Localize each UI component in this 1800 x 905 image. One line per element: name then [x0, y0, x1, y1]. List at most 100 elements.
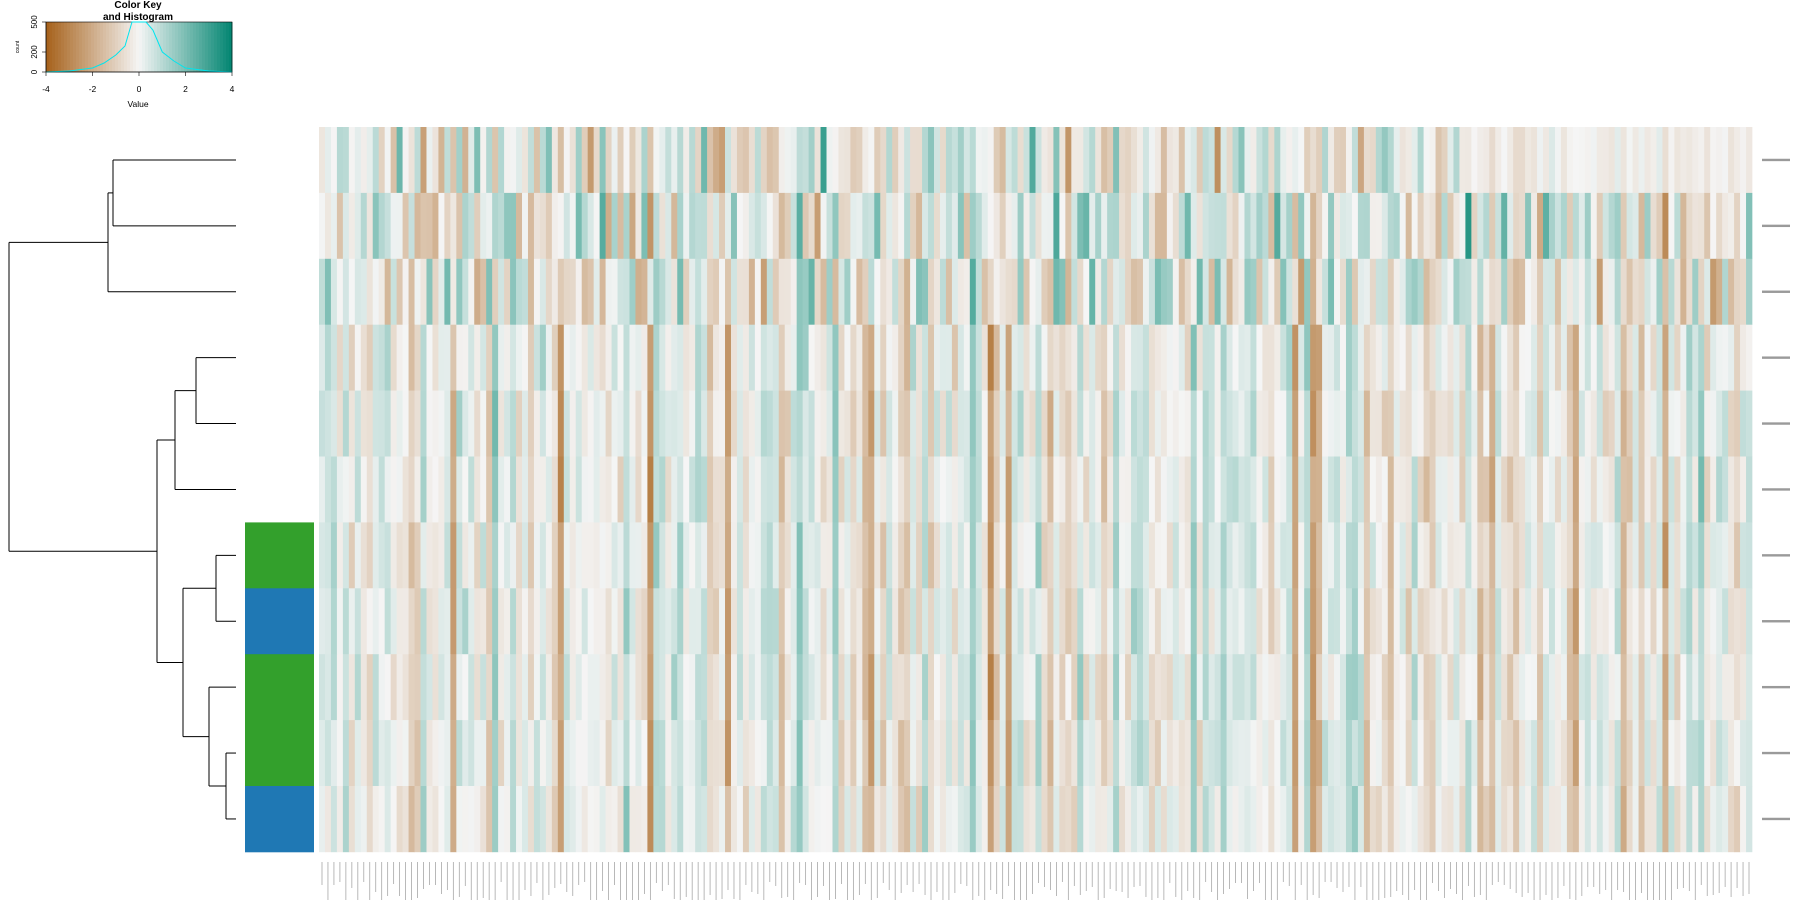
- heatmap-cell: [569, 258, 577, 325]
- heatmap-cell: [1584, 258, 1592, 325]
- heatmap-cell: [683, 720, 690, 787]
- heatmap-cell: [725, 390, 732, 457]
- column-label: [1372, 862, 1374, 903]
- heatmap-cell: [1196, 456, 1204, 523]
- heatmap-cell: [874, 456, 881, 523]
- heatmap-cell: [617, 588, 624, 655]
- heatmap-cell: [384, 390, 391, 457]
- column-label: [655, 862, 657, 883]
- heatmap-cell: [1065, 127, 1072, 194]
- heatmap-cell: [581, 258, 589, 325]
- heatmap-cell: [420, 456, 427, 523]
- heatmap-cell: [1059, 588, 1066, 655]
- heatmap-cell: [934, 522, 941, 589]
- heatmap-cell: [802, 786, 809, 853]
- heatmap-cell: [324, 786, 332, 853]
- heatmap-cell: [1113, 390, 1120, 457]
- heatmap-cell: [1190, 192, 1198, 260]
- heatmap-cell: [1638, 127, 1645, 194]
- heatmap-cell: [725, 720, 732, 787]
- heatmap-cell: [802, 654, 809, 721]
- heatmap-cell: [1608, 324, 1616, 391]
- heatmap-cell: [1644, 258, 1651, 325]
- heatmap-cell: [319, 522, 326, 589]
- heatmap-cell: [647, 192, 654, 260]
- heatmap-cell: [1680, 192, 1687, 260]
- heatmap-cell: [390, 258, 397, 325]
- heatmap-cell: [1357, 786, 1365, 853]
- heatmap-cell: [1029, 654, 1036, 721]
- heatmap-cell: [1220, 786, 1227, 853]
- heatmap-cell: [1041, 258, 1048, 325]
- heatmap-cell: [563, 258, 571, 325]
- heatmap-cell: [617, 786, 624, 853]
- heatmap-cell: [1746, 192, 1753, 260]
- heatmap-cell: [1716, 522, 1723, 589]
- heatmap-cell: [677, 258, 684, 325]
- column-label: [1056, 862, 1057, 896]
- heatmap-cell: [975, 786, 983, 853]
- column-labels: [321, 862, 1750, 905]
- heatmap-cell: [778, 258, 786, 325]
- heatmap-cell: [1507, 522, 1514, 589]
- heatmap-cell: [951, 654, 959, 721]
- heatmap-cell: [1232, 522, 1239, 589]
- heatmap-cell: [1584, 654, 1592, 721]
- heatmap-cell: [1274, 324, 1281, 391]
- heatmap-cell: [1202, 192, 1209, 260]
- heatmap-cell: [1184, 522, 1192, 589]
- heatmap-cell: [474, 654, 481, 721]
- heatmap-cell: [539, 390, 547, 457]
- heatmap-cell: [1668, 456, 1675, 523]
- heatmap-cell: [1507, 127, 1514, 194]
- heatmap-cell: [1668, 522, 1675, 589]
- color-key-xlabel: Value: [127, 99, 148, 109]
- heatmap-cell: [1137, 654, 1144, 721]
- heatmap-cell: [1459, 654, 1466, 721]
- heatmap-cell: [1113, 720, 1120, 787]
- heatmap-cell: [892, 390, 899, 457]
- heatmap-cell: [736, 456, 744, 523]
- heatmap-cell: [1656, 127, 1663, 194]
- heatmap-cell: [1059, 720, 1066, 787]
- heatmap-cell: [1746, 127, 1753, 194]
- column-label: [518, 862, 520, 902]
- heatmap-cell: [1560, 786, 1568, 853]
- heatmap-cell: [922, 654, 929, 721]
- heatmap-cell: [504, 390, 511, 457]
- heatmap-cell: [390, 654, 397, 721]
- heatmap-cell: [1644, 390, 1651, 457]
- heatmap-cell: [1304, 192, 1311, 260]
- heatmap-cell: [342, 720, 350, 787]
- heatmap-cell: [1716, 720, 1723, 787]
- heatmap-cell: [450, 390, 457, 457]
- heatmap-cell: [790, 720, 798, 787]
- heatmap-cell: [999, 390, 1006, 457]
- heatmap-cell: [1238, 720, 1245, 787]
- heatmap-cell: [1005, 456, 1012, 523]
- heatmap-cell: [1340, 720, 1347, 787]
- heatmap-cell: [1238, 588, 1245, 655]
- heatmap-cell: [832, 390, 839, 457]
- heatmap-cell: [1698, 522, 1705, 589]
- column-label: [584, 862, 586, 882]
- heatmap-cell: [963, 456, 971, 523]
- heatmap-cell: [342, 588, 350, 655]
- heatmap-cell: [324, 258, 332, 325]
- heatmap-cell: [1513, 456, 1520, 523]
- heatmap-cell: [336, 456, 344, 523]
- heatmap-cell: [1710, 192, 1717, 260]
- heatmap-cell: [939, 127, 947, 194]
- heatmap-cell: [1357, 720, 1365, 787]
- column-label: [1378, 862, 1380, 900]
- column-label: [1581, 862, 1583, 896]
- heatmap-cell: [629, 786, 636, 853]
- heatmap-cell: [1674, 324, 1681, 391]
- heatmap-cell: [1041, 390, 1048, 457]
- heatmap-cell: [336, 720, 344, 787]
- heatmap-cell: [1035, 456, 1042, 523]
- heatmap-cell: [1047, 522, 1054, 589]
- heatmap-cell: [1077, 720, 1084, 787]
- heatmap-cell: [432, 127, 439, 194]
- heatmap-cell: [778, 192, 786, 260]
